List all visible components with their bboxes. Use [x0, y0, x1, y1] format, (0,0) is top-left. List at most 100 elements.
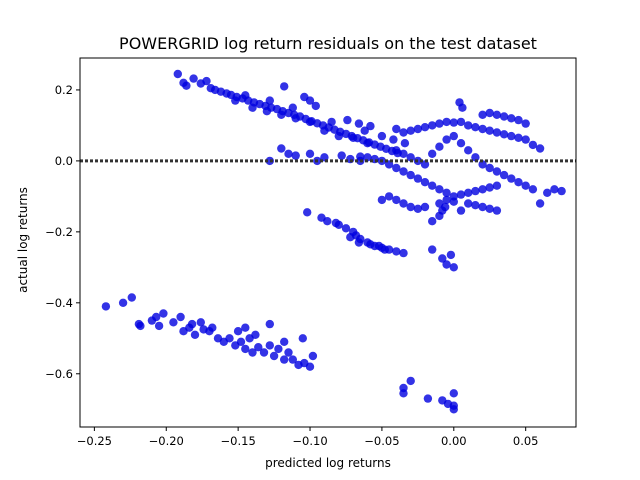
data-point	[280, 337, 289, 346]
data-point	[202, 76, 211, 86]
data-point	[449, 389, 458, 398]
data-point	[377, 195, 387, 205]
data-point	[464, 121, 473, 130]
data-point	[406, 170, 415, 180]
data-point	[543, 188, 552, 197]
data-point	[189, 74, 198, 83]
data-point	[442, 188, 451, 197]
data-point	[428, 149, 437, 158]
data-point	[438, 254, 447, 263]
data-point	[456, 190, 466, 199]
points-layer	[101, 69, 566, 414]
data-point	[303, 208, 312, 217]
data-point	[442, 135, 451, 144]
data-point	[399, 248, 408, 258]
data-point	[442, 195, 451, 205]
data-point	[233, 327, 243, 336]
data-point	[420, 202, 430, 212]
data-point	[464, 199, 473, 208]
data-point	[305, 149, 315, 158]
data-point	[288, 355, 297, 364]
data-point	[248, 348, 257, 357]
data-point	[428, 121, 437, 130]
data-point	[550, 185, 559, 194]
data-point	[231, 96, 240, 105]
data-point	[406, 202, 415, 212]
data-point	[380, 245, 389, 254]
data-point	[284, 348, 293, 357]
data-point	[446, 250, 456, 260]
data-point	[305, 117, 315, 127]
data-point	[406, 376, 415, 386]
data-point	[308, 351, 318, 361]
data-point	[521, 135, 530, 144]
data-point	[360, 126, 369, 135]
data-point	[492, 167, 502, 176]
x-axis-label: predicted log returns	[265, 456, 391, 470]
data-point	[471, 201, 480, 210]
data-point	[363, 139, 372, 148]
data-point	[196, 318, 205, 327]
data-point	[499, 130, 509, 139]
data-point	[190, 330, 200, 339]
data-point	[262, 107, 272, 116]
data-point	[478, 124, 487, 134]
y-tick-label: 0.2	[55, 83, 73, 97]
data-point	[298, 334, 307, 343]
data-point	[259, 348, 269, 357]
data-point	[485, 126, 494, 135]
plot-area-frame	[79, 57, 577, 428]
data-point	[280, 82, 289, 91]
data-point	[521, 181, 530, 190]
data-point	[535, 144, 545, 153]
data-point	[413, 124, 423, 134]
data-point	[269, 351, 279, 361]
data-point	[471, 186, 480, 196]
data-point	[458, 103, 467, 112]
data-point	[182, 81, 191, 90]
data-point	[423, 394, 433, 403]
data-point	[400, 139, 410, 148]
data-point	[341, 224, 351, 233]
data-point	[528, 185, 538, 194]
data-point	[169, 318, 178, 327]
x-tick-label: −0.25	[77, 434, 112, 448]
data-point	[499, 112, 509, 121]
data-point	[449, 263, 458, 272]
data-point	[311, 101, 320, 111]
data-point	[354, 238, 364, 247]
data-point	[254, 343, 263, 352]
data-point	[265, 96, 274, 105]
data-point	[284, 149, 293, 158]
data-point	[118, 298, 128, 307]
data-point	[337, 151, 346, 160]
data-point	[291, 114, 300, 123]
data-point	[399, 199, 408, 208]
data-point	[354, 119, 364, 128]
data-point	[392, 163, 401, 173]
data-point	[507, 114, 516, 123]
data-point	[514, 115, 523, 125]
x-tick-label: 0.05	[513, 434, 539, 448]
data-point	[152, 312, 161, 322]
data-point	[265, 319, 274, 329]
data-point	[241, 323, 250, 332]
data-point	[274, 344, 283, 354]
x-tick-label: −0.05	[364, 434, 399, 448]
data-point	[413, 204, 423, 213]
data-point	[399, 149, 408, 158]
data-point	[514, 178, 523, 187]
data-point	[485, 183, 494, 192]
data-point	[456, 117, 466, 127]
data-point	[507, 174, 516, 183]
data-point	[173, 69, 182, 79]
data-point	[442, 117, 451, 127]
data-point	[399, 167, 408, 176]
data-point	[241, 91, 250, 100]
data-point	[557, 186, 566, 196]
data-point	[478, 202, 487, 212]
data-point	[420, 123, 430, 132]
data-point	[236, 337, 246, 346]
data-point	[241, 344, 250, 354]
